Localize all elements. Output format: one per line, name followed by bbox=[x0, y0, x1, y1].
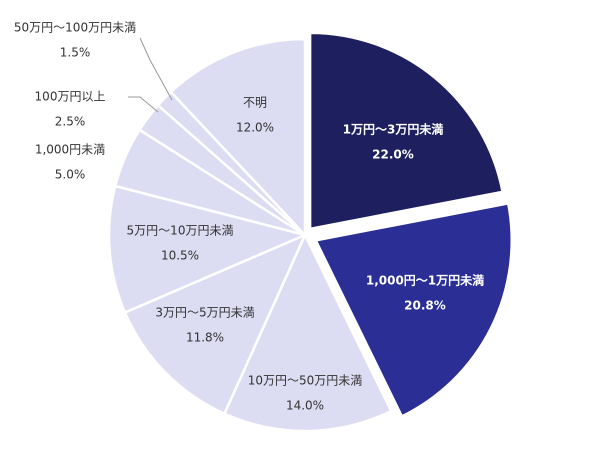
leader-line bbox=[128, 96, 159, 113]
slice-label: 5万円～10万円未満 bbox=[127, 224, 234, 238]
slice bbox=[107, 184, 309, 315]
slice-label: 50万円～100万円未満 bbox=[14, 21, 136, 35]
leader-line bbox=[139, 37, 173, 101]
value-label: 2.5% bbox=[55, 115, 86, 129]
slice-label: 1,000円未満 bbox=[35, 143, 105, 157]
slice-label: 10万円～50万円未満 bbox=[248, 374, 363, 388]
value-label: 1.5% bbox=[60, 46, 91, 60]
slice bbox=[169, 37, 307, 239]
value-label: 22.0% bbox=[372, 148, 414, 162]
slice-label: 3万円～5万円未満 bbox=[155, 306, 254, 320]
slice-label: 1,000円～1万円未満 bbox=[366, 273, 484, 288]
labels: 1万円～3万円未満 22.0% 1,000円～1万円未満 20.8% 10万円～50万円… bbox=[14, 21, 484, 413]
value-label: 10.5% bbox=[161, 249, 199, 263]
slice bbox=[222, 232, 393, 433]
slice bbox=[313, 201, 513, 419]
value-label: 5.0% bbox=[55, 168, 86, 182]
slice bbox=[308, 31, 505, 231]
slice-label: 100万円以上 bbox=[35, 90, 106, 104]
value-label: 14.0% bbox=[286, 399, 324, 413]
slice bbox=[123, 232, 308, 416]
slice-label: 不明 bbox=[243, 96, 267, 110]
value-label: 11.8% bbox=[186, 331, 224, 345]
value-label: 12.0% bbox=[236, 121, 274, 135]
slices bbox=[107, 31, 513, 433]
value-label: 20.8% bbox=[404, 299, 446, 313]
slice-label: 1万円～3万円未満 bbox=[343, 122, 444, 137]
